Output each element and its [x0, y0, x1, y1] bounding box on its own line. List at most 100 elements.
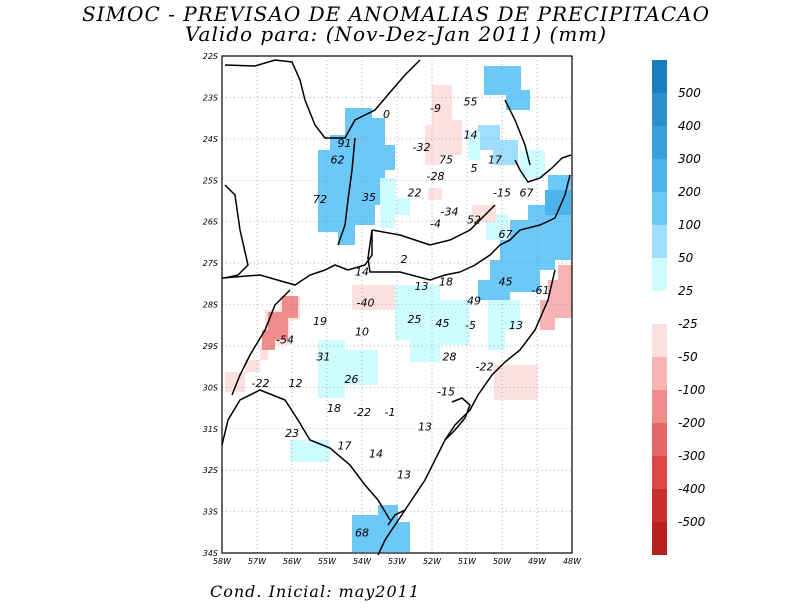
x-tick-label: 54W	[353, 557, 372, 566]
anomaly-value-label: 18	[439, 276, 453, 289]
anomaly-value-label: 5	[471, 162, 478, 175]
anomaly-value-label: -9	[430, 102, 441, 115]
border-line	[504, 99, 531, 166]
legend-swatch	[652, 192, 667, 225]
border-line	[367, 229, 461, 281]
legend-swatch	[652, 456, 667, 489]
anomaly-value-label: 13	[509, 319, 523, 332]
anomaly-value-label: 49	[467, 294, 481, 307]
anomaly-value-label: -15	[437, 385, 455, 398]
border-line	[459, 174, 571, 273]
anomaly-value-label: 67	[499, 228, 513, 241]
y-tick-label: 30S	[203, 383, 218, 392]
y-tick-label: 29S	[203, 342, 218, 351]
anomaly-value-label: 13	[418, 421, 432, 434]
anomaly-value-label: 31	[317, 350, 331, 363]
border-line	[514, 154, 572, 183]
anomaly-value-label: 68	[355, 526, 369, 539]
y-tick-label: 32S	[203, 466, 218, 475]
anomaly-value-label: 23	[285, 427, 299, 440]
legend-swatch	[652, 423, 667, 456]
anomaly-value-label: -28	[427, 170, 445, 183]
anomaly-value-label: -5	[465, 319, 476, 332]
legend-swatch	[652, 60, 667, 93]
legend-swatch	[652, 225, 667, 258]
border-line	[337, 137, 356, 246]
negative-anomaly-region	[425, 85, 462, 165]
legend-label: -400	[678, 482, 706, 496]
y-tick-label: 34S	[203, 549, 218, 558]
positive-anomaly-region	[478, 125, 518, 165]
x-tick-label: 58W	[213, 557, 232, 566]
legend-swatch	[652, 489, 667, 522]
x-tick-label: 56W	[283, 557, 302, 566]
anomaly-value-label: 14	[355, 265, 369, 278]
positive-anomaly-region	[520, 150, 545, 178]
anomaly-value-label: -22	[353, 406, 371, 419]
positive-anomaly-region	[488, 300, 520, 350]
border-line	[224, 184, 249, 279]
anomaly-value-label: 55	[464, 96, 478, 109]
border-line	[221, 389, 391, 521]
border-line	[377, 269, 556, 556]
x-tick-label: 48W	[563, 557, 582, 566]
map-frame	[221, 55, 573, 554]
x-tick-label: 51W	[458, 557, 477, 566]
legend-swatch	[652, 93, 667, 126]
anomaly-value-label: -15	[493, 187, 511, 200]
y-tick-label: 23S	[203, 93, 218, 102]
border-line	[444, 397, 471, 441]
x-tick-label: 55W	[318, 557, 337, 566]
anomaly-value-label: 13	[397, 468, 411, 481]
legend-label: 300	[678, 152, 701, 166]
anomaly-value-label: 13	[415, 280, 429, 293]
legend-label: 400	[678, 119, 701, 133]
negative-anomaly-region	[352, 285, 395, 310]
legend-swatch-neutral	[652, 291, 667, 324]
anomaly-shading	[225, 66, 572, 552]
x-tick-label: 52W	[423, 557, 442, 566]
legend-swatch	[652, 390, 667, 423]
map-grid	[222, 56, 572, 553]
anomaly-value-label: 62	[331, 154, 345, 167]
positive-anomaly-region	[380, 178, 410, 228]
legend-label: 50	[678, 251, 694, 265]
y-tick-label: 24S	[203, 135, 218, 144]
x-tick-label: 50W	[493, 557, 512, 566]
anomaly-value-label: 17	[488, 154, 502, 167]
tick-labels: 58W 57W 56W 55W 54W 53W 52W 51W 50W 49W 48W 22S 23S 2…	[203, 52, 582, 566]
y-tick-label: 28S	[203, 301, 218, 310]
anomaly-value-label: 72	[313, 193, 327, 206]
negative-anomaly-region	[428, 188, 442, 200]
anomaly-value-label: 25	[408, 313, 422, 326]
legend-swatch	[652, 159, 667, 192]
legend-swatch	[652, 522, 667, 555]
anomaly-value-label: 52	[467, 214, 481, 227]
anomaly-value-label: 14	[369, 448, 383, 461]
anomaly-value-label: 45	[499, 276, 513, 289]
anomaly-value-label: -4	[430, 218, 441, 231]
x-tick-label: 49W	[528, 557, 547, 566]
anomaly-value-label: -34	[441, 205, 459, 218]
y-tick-label: 25S	[203, 176, 218, 185]
anomaly-value-label: -22	[252, 377, 270, 390]
border-line	[224, 59, 421, 139]
legend-swatch	[652, 324, 667, 357]
legend-label: 25	[678, 284, 693, 298]
chart-title: SIMOC - PREVISAO DE ANOMALIAS DE PRECIPI…	[81, 2, 711, 26]
negative-anomaly-region	[540, 265, 572, 330]
positive-anomaly-region	[395, 285, 470, 362]
y-tick-label: 33S	[203, 508, 218, 517]
anomaly-value-label: 2	[401, 253, 408, 266]
legend-label: -500	[678, 515, 706, 529]
positive-anomaly-region	[290, 440, 330, 462]
anomaly-value-label: 26	[345, 373, 359, 386]
negative-anomaly-region	[494, 365, 538, 400]
anomaly-value-label: -22	[476, 361, 494, 374]
x-tick-label: 57W	[248, 557, 267, 566]
y-tick-label: 22S	[203, 52, 218, 61]
legend-swatch	[652, 258, 667, 291]
anomaly-value-label: -54	[276, 334, 294, 347]
legend-swatch	[652, 126, 667, 159]
